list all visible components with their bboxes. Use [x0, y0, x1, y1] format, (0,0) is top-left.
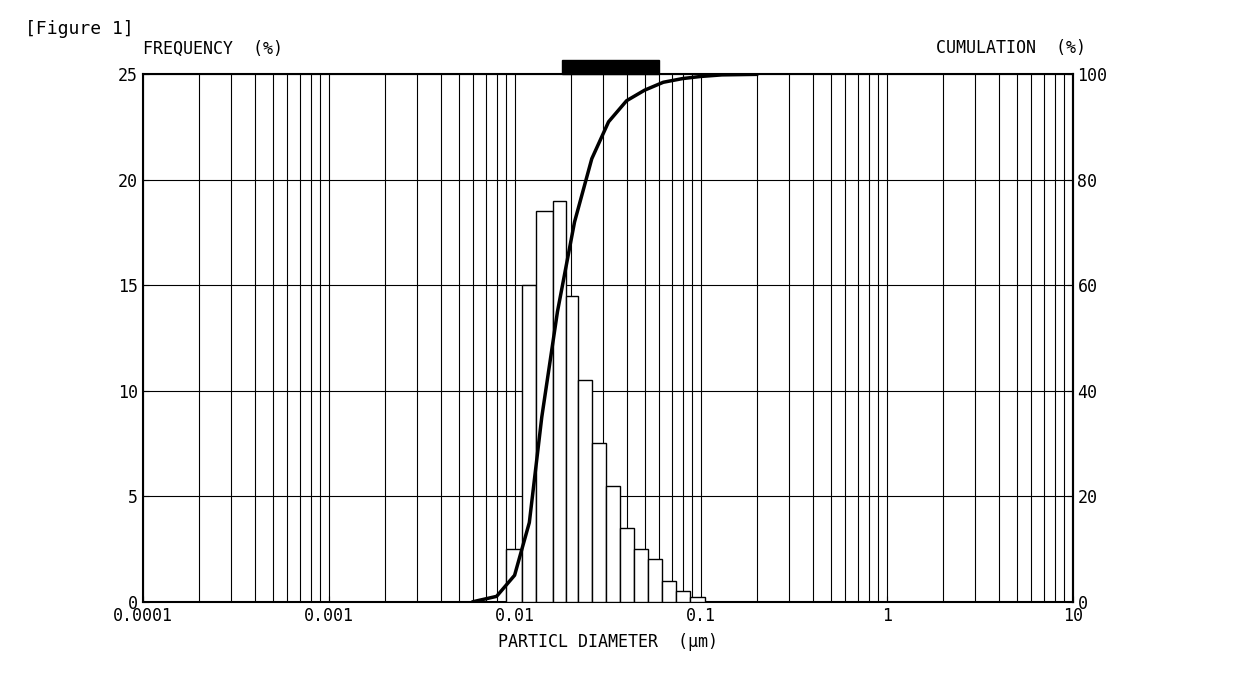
Bar	[506, 549, 522, 602]
Bar	[536, 212, 553, 602]
Bar	[635, 549, 647, 602]
Bar	[553, 201, 567, 602]
Bar	[578, 380, 591, 602]
Bar	[562, 59, 660, 74]
Text: CUMULATION  (%): CUMULATION (%)	[936, 39, 1086, 57]
Bar	[691, 598, 704, 602]
Bar	[662, 581, 676, 602]
Bar	[591, 443, 606, 602]
Text: FREQUENCY  (%): FREQUENCY (%)	[143, 39, 283, 57]
Bar	[606, 485, 620, 602]
Bar	[620, 528, 635, 602]
X-axis label: PARTICL DIAMETER  (μm): PARTICL DIAMETER (μm)	[497, 633, 718, 651]
Text: [Figure 1]: [Figure 1]	[25, 20, 134, 39]
Bar	[676, 591, 691, 602]
Bar	[522, 285, 536, 602]
Bar	[567, 296, 578, 602]
Bar	[647, 560, 662, 602]
